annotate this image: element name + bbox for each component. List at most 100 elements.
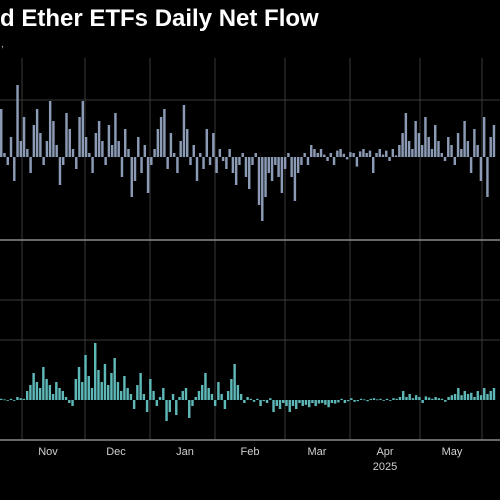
top-bar-128	[417, 133, 421, 157]
bottom-bar-98	[317, 400, 321, 404]
bottom-bar-46	[149, 379, 152, 400]
chart-title: d Ether ETFs Daily Net Flow	[0, 5, 319, 32]
top-bar-93	[303, 153, 306, 157]
bottom-bar-52	[168, 400, 172, 412]
bottom-bar-34	[110, 373, 113, 400]
top-bar-146	[476, 145, 479, 157]
top-bar-68	[221, 157, 225, 161]
top-bar-143	[466, 141, 470, 157]
top-bar-110	[358, 151, 362, 157]
top-bar-50	[163, 109, 166, 157]
bottom-bar-113	[366, 400, 369, 402]
top-bar-36	[117, 141, 120, 157]
top-bar-43	[140, 157, 143, 173]
bottom-bar-15	[48, 385, 52, 400]
bottom-bar-106	[343, 400, 347, 403]
bottom-bar-91	[295, 400, 298, 409]
bottom-bar-77	[249, 398, 253, 400]
bottom-bar-105	[340, 398, 343, 400]
top-bar-37	[120, 157, 124, 177]
axis-unit-fragment: ,	[1, 39, 4, 50]
top-bar-70	[228, 149, 231, 157]
top-bar-124	[404, 113, 408, 157]
bottom-bar-39	[126, 388, 129, 400]
top-bar-113	[368, 150, 372, 157]
top-bar-144	[469, 157, 473, 173]
bottom-bar-45	[145, 400, 149, 412]
top-bar-71	[231, 157, 235, 173]
top-bar-46	[150, 157, 153, 165]
top-bar-39	[127, 149, 130, 157]
bottom-bar-104	[337, 400, 340, 403]
bottom-bar-125	[405, 397, 408, 400]
bottom-bar-11	[35, 382, 39, 400]
top-bar-105	[342, 153, 346, 157]
bottom-bar-35	[113, 358, 116, 400]
top-bar-148	[482, 117, 486, 157]
bottom-bar-63	[204, 373, 207, 400]
top-bar-25	[81, 101, 85, 157]
top-bar-149	[486, 157, 489, 197]
bottom-bar-96	[311, 400, 314, 403]
bottom-bar-121	[392, 398, 395, 400]
bottom-bar-47	[152, 391, 155, 400]
bottom-bar-65	[210, 394, 214, 400]
top-bar-22	[71, 149, 75, 157]
top-bar-72	[234, 157, 238, 185]
bottom-bar-18	[58, 388, 61, 400]
top-bar-135	[440, 153, 443, 157]
top-bar-100	[326, 157, 329, 161]
top-bar-87	[283, 157, 287, 169]
bottom-bar-44	[142, 394, 146, 400]
top-bar-115	[375, 153, 378, 157]
top-bar-140	[456, 133, 460, 157]
top-bar-35	[114, 113, 117, 157]
bottom-bar-83	[269, 398, 272, 400]
bottom-bar-103	[333, 400, 337, 404]
top-bar-57	[186, 129, 189, 157]
bottom-bar-33	[106, 385, 110, 400]
top-bar-7	[22, 117, 26, 157]
bottom-bar-122	[395, 398, 398, 400]
top-bar-49	[159, 117, 163, 157]
bottom-bar-31	[100, 382, 103, 400]
top-bar-42	[137, 137, 140, 157]
bottom-bar-29	[94, 343, 97, 400]
x-tick-label-mar: Mar	[308, 446, 327, 458]
top-bar-119	[388, 157, 391, 161]
top-bar-101	[329, 153, 333, 157]
bottom-bar-107	[346, 400, 350, 402]
bottom-bar-140	[453, 394, 457, 400]
top-bar-45	[146, 157, 150, 193]
top-bar-122	[398, 145, 401, 157]
bottom-bar-13	[42, 367, 45, 400]
top-bar-40	[130, 157, 133, 197]
top-bar-16	[52, 121, 55, 157]
bottom-bar-99	[320, 400, 324, 403]
bottom-bar-21	[68, 400, 71, 403]
top-bar-98	[319, 149, 323, 157]
bottom-bar-38	[123, 376, 126, 400]
top-bar-54	[176, 157, 179, 173]
top-bar-51	[166, 157, 169, 169]
top-bar-81	[264, 157, 267, 197]
top-bar-41	[133, 157, 137, 181]
top-bar-150	[489, 137, 492, 157]
bottom-bar-32	[103, 364, 107, 400]
bottom-bar-127	[411, 398, 415, 400]
bottom-bar-4	[12, 400, 16, 401]
top-bar-120	[391, 149, 395, 157]
bottom-bar-143	[463, 391, 467, 400]
bottom-bar-89	[288, 400, 291, 412]
top-bar-44	[143, 145, 147, 157]
bottom-bar-86	[278, 400, 282, 409]
top-bar-61	[199, 153, 202, 157]
bottom-bar-116	[376, 399, 379, 401]
top-bar-131	[427, 137, 430, 157]
top-bar-55	[179, 141, 182, 157]
top-bar-104	[339, 149, 342, 157]
top-bar-73	[238, 157, 241, 165]
top-bar-94	[306, 157, 310, 165]
bottom-bar-128	[414, 395, 418, 400]
bottom-bar-148	[479, 395, 483, 400]
